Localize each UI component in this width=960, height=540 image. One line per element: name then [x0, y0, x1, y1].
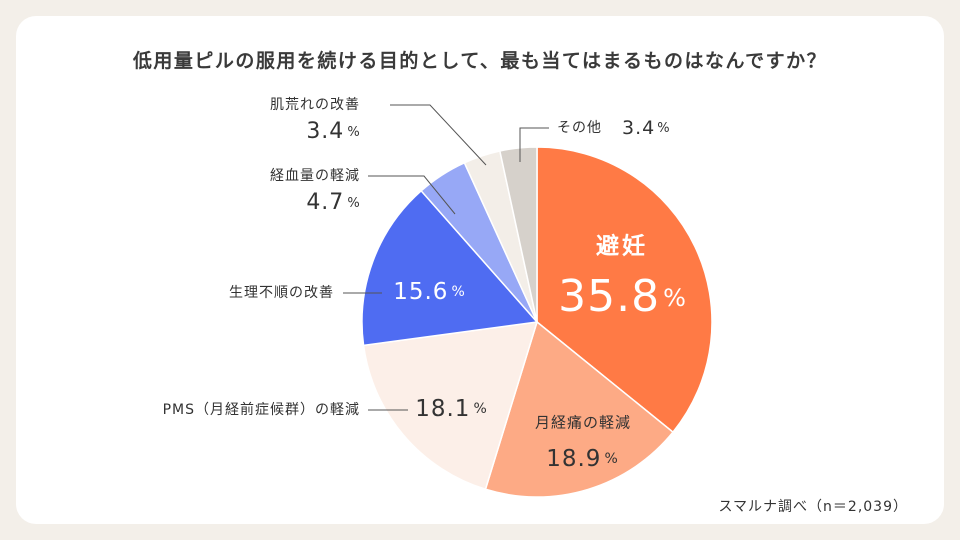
pie-slice-7 [498, 146, 538, 323]
slice-value-2: 18.9% [546, 446, 618, 472]
slice-label-5: 経血量の軽減 [270, 167, 360, 184]
slice-value-6: 3.4% [306, 119, 359, 144]
slice-label-1: 避妊 [596, 233, 648, 260]
slice-value-3: 18.1% [415, 396, 487, 422]
leader-line-6 [390, 104, 487, 166]
slice-label-2: 月経痛の軽減 [535, 414, 631, 432]
pie-slice-2 [484, 320, 675, 498]
slice-label-6: 肌荒れの改善 [270, 97, 360, 113]
source-note: スマルナ調べ（n＝2,039） [718, 499, 908, 515]
chart-title: 低用量ピルの服用を続ける目的として、最も当てはまるものはなんですか？ [132, 50, 828, 72]
leader-line-5 [368, 175, 456, 215]
pie-slice-1 [536, 146, 713, 434]
slice-value-7: 3.4% [622, 117, 670, 139]
pie-slice-4 [361, 189, 539, 347]
slice-label-7: その他 [557, 120, 602, 136]
slice-value-5: 4.7% [306, 190, 359, 215]
pie-slice-3 [362, 321, 539, 491]
slice-label-4: 生理不順の改善 [229, 285, 334, 301]
slice-value-1: 35.8% [558, 271, 686, 322]
slice-value-4: 15.6% [393, 279, 465, 305]
slice-label-3: PMS（月経前症候群）の軽減 [163, 401, 360, 418]
leader-line-7 [519, 127, 549, 162]
pie-labels: 避妊 35.8 % 月経痛の軽減 18.9 % 18.1 % PMS（月経前症候群）の軽減 15.… [163, 97, 686, 472]
